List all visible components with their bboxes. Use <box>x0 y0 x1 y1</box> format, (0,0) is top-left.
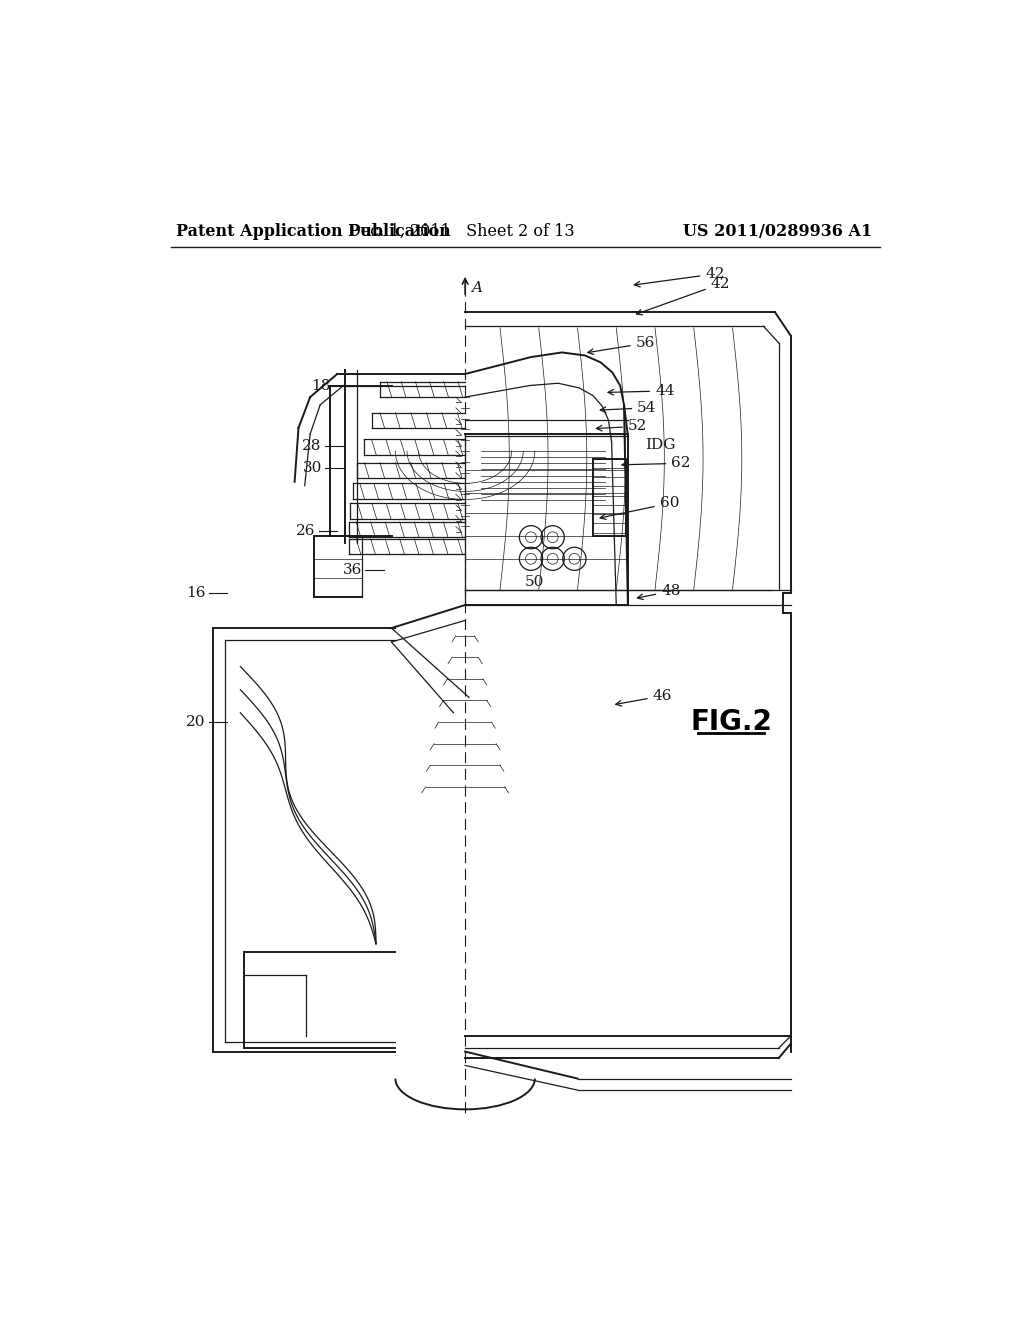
Text: 20: 20 <box>186 715 206 729</box>
Text: Patent Application Publication: Patent Application Publication <box>176 223 451 240</box>
Text: IDG: IDG <box>645 438 676 451</box>
Text: 36: 36 <box>343 562 362 577</box>
Text: 60: 60 <box>600 496 679 520</box>
Text: 52: 52 <box>596 420 647 433</box>
Text: 46: 46 <box>615 689 672 706</box>
Text: 42: 42 <box>634 267 725 286</box>
Text: 44: 44 <box>608 384 675 397</box>
Text: 54: 54 <box>600 401 656 414</box>
Text: 62: 62 <box>622 457 691 470</box>
Text: FIG.2: FIG.2 <box>690 708 772 737</box>
Text: 28: 28 <box>302 438 322 453</box>
Text: 16: 16 <box>186 586 206 599</box>
Text: 56: 56 <box>588 337 655 354</box>
Text: 30: 30 <box>302 461 322 475</box>
Text: 50: 50 <box>524 576 544 589</box>
Bar <box>593 459 626 536</box>
Text: 42: 42 <box>637 277 730 314</box>
Text: Dec. 1, 2011   Sheet 2 of 13: Dec. 1, 2011 Sheet 2 of 13 <box>348 223 574 240</box>
Text: 48: 48 <box>637 585 681 599</box>
Text: 18: 18 <box>311 379 331 392</box>
Text: 26: 26 <box>296 524 315 539</box>
Text: A: A <box>471 281 482 294</box>
Text: US 2011/0289936 A1: US 2011/0289936 A1 <box>683 223 872 240</box>
